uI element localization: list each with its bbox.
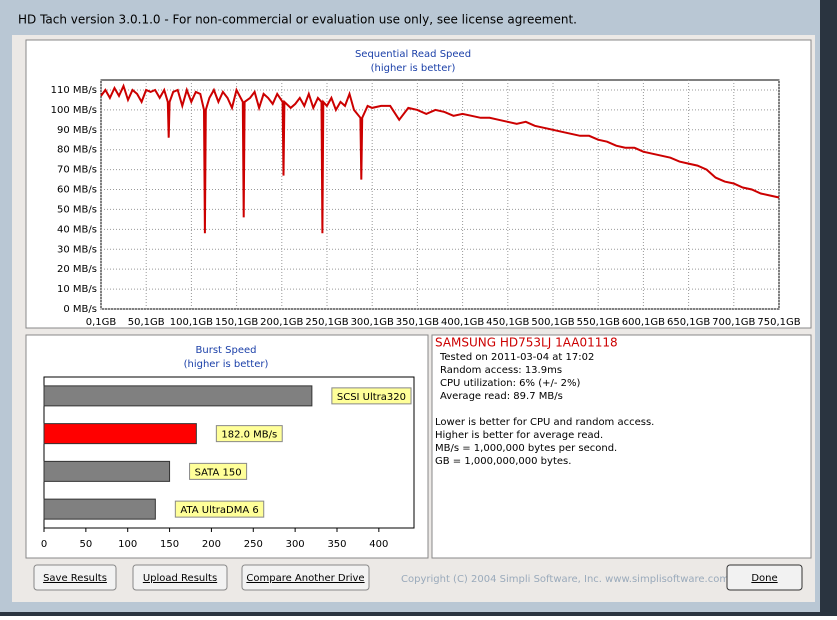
x-tick-label: 300,1GB [351, 317, 394, 328]
y-tick-label: 100 MB/s [51, 105, 97, 116]
bar-label: 182.0 MB/s [221, 430, 277, 441]
bar [43, 460, 171, 482]
drive-info-note: Higher is better for average read. [435, 430, 603, 441]
x-tick-label: 450,1GB [486, 317, 529, 328]
bar [43, 423, 197, 445]
x-tick-label: 650,1GB [667, 317, 710, 328]
y-tick-label: 50 MB/s [57, 204, 97, 215]
info-panel [431, 334, 812, 559]
y-tick-label: 30 MB/s [57, 244, 97, 255]
drive-info-note: Lower is better for CPU and random acces… [435, 417, 654, 428]
drive-info-note: GB = 1,000,000,000 bytes. [435, 456, 571, 467]
chart-title: Burst Speed [196, 345, 257, 356]
bar [43, 385, 313, 407]
chart-subtitle: (higher is better) [371, 63, 456, 74]
button[interactable] [241, 564, 370, 591]
y-tick-label: 110 MB/s [51, 85, 97, 96]
bar-label: SATA 150 [195, 467, 242, 478]
chart-subtitle: (higher is better) [184, 359, 269, 370]
x-tick-label: 100,1GB [170, 317, 213, 328]
x-tick-label: 350 [327, 539, 346, 550]
x-tick-label: 200 [202, 539, 221, 550]
y-tick-label: 70 MB/s [57, 165, 97, 176]
x-tick-label: 400,1GB [441, 317, 484, 328]
x-tick-label: 150 [160, 539, 179, 550]
y-tick-label: 10 MB/s [57, 284, 97, 295]
x-tick-label: 400 [369, 539, 388, 550]
drive-info-note: MB/s = 1,000,000 bytes per second. [435, 443, 617, 454]
read-speed-line [100, 83, 780, 234]
window-title: HD Tach version 3.0.1.0 - For non-commer… [18, 13, 577, 27]
bar-label: ATA UltraDMA 6 [180, 505, 258, 516]
x-tick-label: 50 [79, 539, 92, 550]
drive-info-line: Average read: 89.7 MB/s [440, 391, 563, 402]
x-tick-label: 200,1GB [260, 317, 303, 328]
x-tick-label: 550,1GB [577, 317, 620, 328]
plot-area [100, 79, 780, 310]
x-tick-label: 0,1GB [86, 317, 117, 328]
x-tick-label: 750,1GB [757, 317, 800, 328]
drive-info-line: CPU utilization: 6% (+/- 2%) [440, 378, 581, 389]
y-tick-label: 0 MB/s [63, 304, 97, 315]
chart-title: Sequential Read Speed [355, 49, 471, 60]
label-box [174, 500, 265, 518]
drive-info-line: Random access: 13.9ms [440, 365, 562, 376]
drive-info-line: Tested on 2011-03-04 at 17:02 [439, 352, 594, 363]
label-box [331, 387, 412, 405]
x-tick-label: 500,1GB [531, 317, 574, 328]
x-tick-label: 100 [118, 539, 137, 550]
x-tick-label: 0 [41, 539, 47, 550]
copyright: Copyright (C) 2004 Simpli Software, Inc.… [401, 574, 729, 585]
y-tick-label: 60 MB/s [57, 185, 97, 196]
y-tick-label: 80 MB/s [57, 145, 97, 156]
button-label[interactable]: Upload Results [143, 573, 217, 584]
button-label[interactable]: Done [751, 573, 777, 584]
button[interactable] [33, 564, 117, 591]
x-tick-label: 150,1GB [215, 317, 258, 328]
x-tick-label: 50,1GB [128, 317, 165, 328]
label-box [189, 462, 248, 480]
bar-label: SCSI Ultra320 [337, 392, 406, 403]
button[interactable] [132, 564, 228, 591]
x-tick-label: 300 [286, 539, 305, 550]
label-box [215, 425, 283, 443]
y-tick-label: 20 MB/s [57, 264, 97, 275]
button-label[interactable]: Compare Another Drive [246, 573, 364, 584]
x-tick-label: 700,1GB [712, 317, 755, 328]
x-tick-label: 250 [244, 539, 263, 550]
x-tick-label: 250,1GB [305, 317, 348, 328]
button-label[interactable]: Save Results [43, 573, 107, 584]
bar [43, 498, 156, 520]
button[interactable] [726, 564, 803, 591]
drive-model: SAMSUNG HD753LJ 1AA01118 [435, 336, 618, 350]
y-tick-label: 40 MB/s [57, 224, 97, 235]
y-tick-label: 90 MB/s [57, 125, 97, 136]
x-tick-label: 350,1GB [396, 317, 439, 328]
x-tick-label: 600,1GB [622, 317, 665, 328]
